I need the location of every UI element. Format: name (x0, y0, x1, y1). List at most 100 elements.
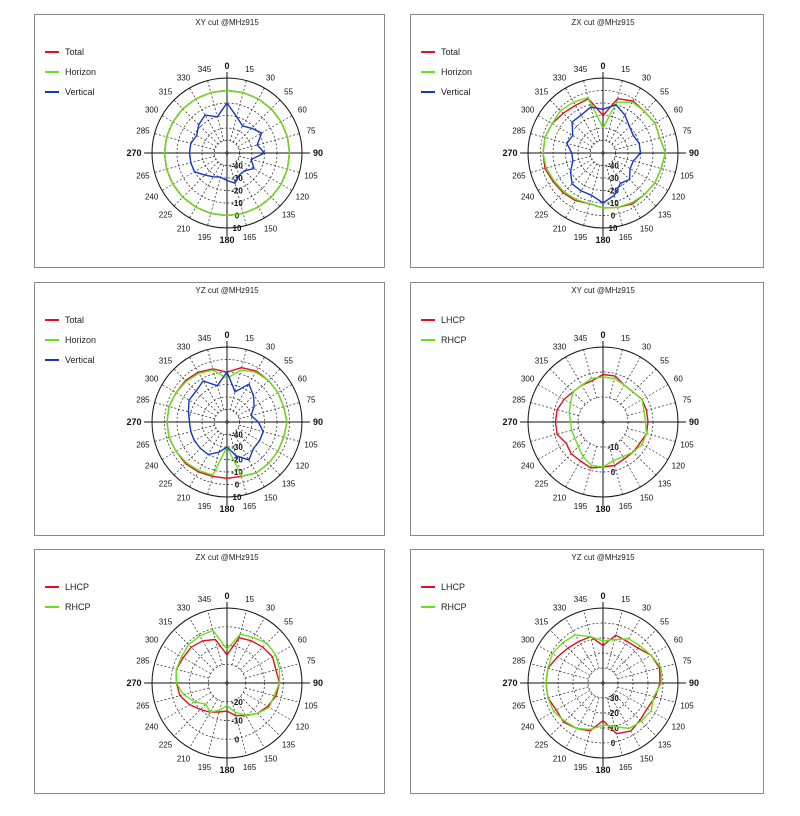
radial-tick-label: 0 (235, 481, 240, 490)
grid-spoke (245, 663, 300, 679)
angle-tick-label: 30 (266, 604, 275, 613)
grid-spoke (232, 163, 265, 219)
chart-title: XY cut @MHz915 (195, 18, 259, 27)
radial-tick-label: -30 (607, 694, 619, 703)
angle-tick-label: 195 (574, 233, 588, 242)
angle-tick-label: 180 (595, 235, 610, 245)
grid-spoke (207, 164, 225, 226)
radial-tick-label: -20 (231, 187, 243, 196)
grid-spoke (537, 115, 593, 148)
grid-spoke (232, 356, 265, 412)
angle-tick-label: 165 (243, 502, 257, 511)
grid-spoke (606, 697, 623, 756)
grid-spoke (161, 645, 211, 674)
grid-spoke (565, 163, 598, 219)
grid-spoke (583, 164, 601, 226)
radial-tick-label: -10 (231, 468, 243, 477)
radial-tick-label: 10 (233, 493, 242, 502)
angle-tick-label: 55 (284, 87, 293, 96)
radial-tick-label: -20 (231, 456, 243, 465)
radial-tick-label: 0 (611, 739, 616, 748)
grid-spoke (537, 434, 582, 460)
grid-spoke (609, 349, 623, 398)
angle-tick-label: 15 (621, 65, 630, 74)
grid-spoke (583, 697, 600, 756)
grid-spoke (154, 133, 216, 151)
angle-tick-label: 285 (136, 126, 150, 135)
angle-tick-label: 300 (521, 636, 535, 645)
chart-panel-2: ZX cut @MHz915 0 15 30 55 60 75 90 105 120 135 150 1… (410, 14, 764, 268)
grid-spoke (236, 617, 265, 667)
angle-tick-label: 210 (177, 754, 191, 763)
radial-tick-label: 10 (609, 224, 618, 233)
angle-tick-label: 75 (683, 126, 692, 135)
grid-spoke (189, 617, 218, 667)
angle-tick-label: 265 (136, 702, 150, 711)
angle-tick-label: 0 (600, 330, 605, 340)
radial-tick-label: -10 (231, 717, 243, 726)
angle-tick-label: 285 (512, 656, 526, 665)
angle-tick-label: 60 (674, 106, 683, 115)
radial-tick-label: -10 (607, 724, 619, 733)
angle-tick-label: 0 (224, 591, 229, 601)
grid-spoke (608, 87, 641, 143)
grid-spoke (189, 87, 222, 143)
angle-tick-label: 240 (145, 723, 159, 732)
radial-tick-label: 0 (235, 212, 240, 221)
grid-spoke (161, 115, 217, 148)
grid-spoke (238, 155, 300, 173)
angle-tick-label: 210 (553, 754, 567, 763)
grid-spoke (530, 133, 592, 151)
angle-tick-label: 90 (313, 417, 323, 427)
grid-spoke (613, 115, 669, 148)
chart-panel-5: ZX cut @MHz915 0 15 30 55 60 75 90 105 120 135 150 1… (34, 549, 385, 794)
series-line-rhcp (545, 634, 663, 731)
angle-tick-label: 30 (266, 74, 275, 83)
grid-spoke (161, 427, 217, 460)
grid-spoke (615, 690, 669, 721)
angle-tick-label: 345 (198, 595, 212, 604)
radial-tick-label: -20 (607, 709, 619, 718)
radial-tick-label: 0 (235, 735, 240, 744)
legend-label: Vertical (65, 355, 95, 365)
grid-spoke (530, 155, 592, 173)
angle-tick-label: 265 (512, 702, 526, 711)
angle-tick-label: 270 (126, 148, 141, 158)
radial-tick-label: -10 (607, 199, 619, 208)
grid-spoke (235, 161, 281, 207)
angle-tick-label: 330 (553, 74, 567, 83)
grid-spoke (614, 155, 676, 173)
grid-spoke (232, 432, 265, 488)
grid-spoke (207, 349, 225, 411)
radial-tick-label: -10 (231, 199, 243, 208)
angle-tick-label: 300 (521, 106, 535, 115)
angle-tick-label: 225 (535, 480, 549, 489)
angle-tick-label: 105 (304, 172, 318, 181)
angle-tick-label: 265 (512, 172, 526, 181)
grid-spoke (154, 155, 216, 173)
angle-tick-label: 330 (177, 604, 191, 613)
angle-tick-label: 345 (574, 65, 588, 74)
angle-tick-label: 225 (535, 741, 549, 750)
chart-title: YZ cut @MHz915 (571, 553, 635, 562)
grid-spoke (605, 80, 623, 142)
angle-tick-label: 165 (243, 763, 257, 772)
legend-label: Horizon (65, 335, 96, 345)
grid-spoke (229, 349, 247, 411)
angle-tick-label: 90 (689, 678, 699, 688)
angle-tick-label: 75 (307, 395, 316, 404)
angle-tick-label: 120 (672, 193, 686, 202)
angle-tick-label: 60 (674, 636, 683, 645)
radial-tick-label: -20 (607, 187, 619, 196)
grid-spoke (537, 645, 591, 676)
radial-tick-label: -20 (231, 698, 243, 707)
angle-tick-label: 180 (595, 765, 610, 775)
grid-spoke (232, 87, 265, 143)
angle-tick-label: 150 (264, 754, 278, 763)
angle-tick-label: 270 (502, 417, 517, 427)
angle-tick-label: 285 (512, 395, 526, 404)
angle-tick-label: 55 (660, 87, 669, 96)
grid-spoke (161, 692, 211, 721)
